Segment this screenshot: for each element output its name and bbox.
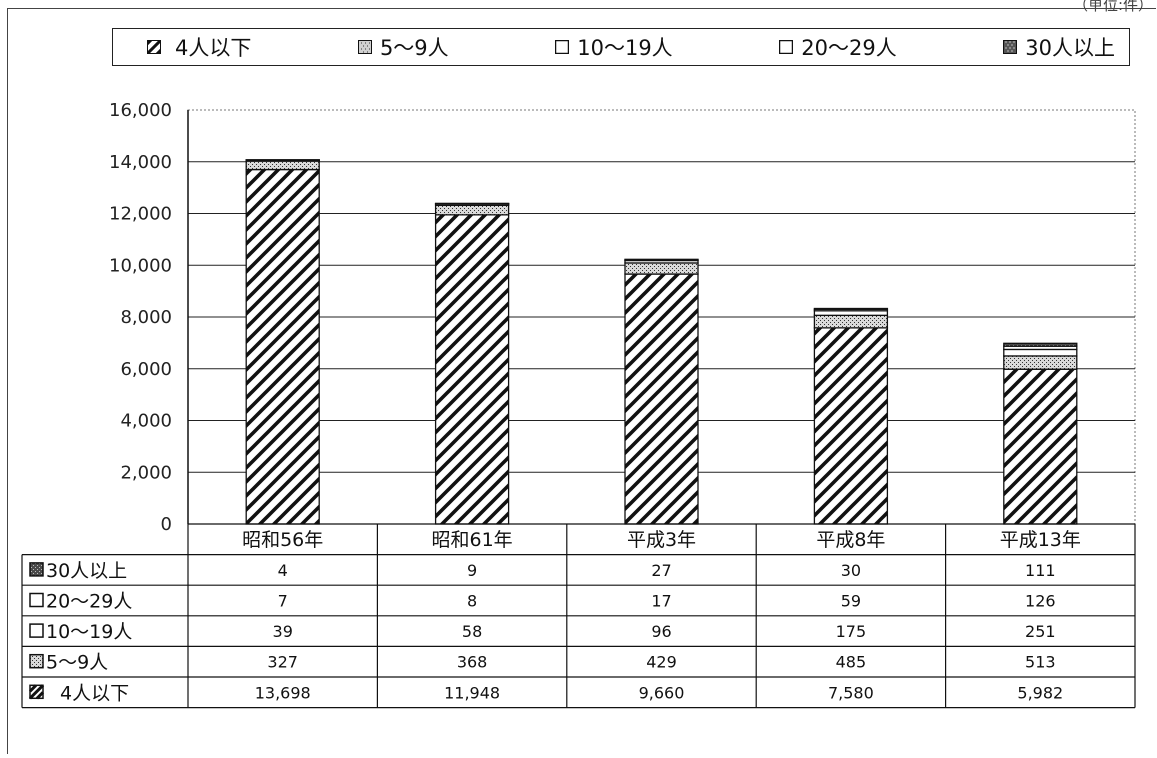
table-cell-value: 59 — [841, 592, 861, 611]
bar-segment — [434, 204, 510, 216]
legend-item-5-9: 5～9人 — [357, 32, 449, 62]
series-swatch-icon — [29, 562, 44, 577]
bar-segment — [245, 159, 320, 161]
table-cell-value: 111 — [1025, 561, 1056, 580]
y-axis-ticks: 0 2,000 4,000 6,000 8,000 10,000 12,000 14,000 1… — [109, 100, 172, 535]
y-tick-label: 2,000 — [120, 462, 172, 483]
table-row-label: 4人以下 — [60, 682, 129, 704]
table-cell-value: 7,580 — [828, 683, 874, 702]
y-tick-label: 6,000 — [120, 359, 172, 380]
y-tick-label: 16,000 — [109, 100, 172, 121]
bar-segment — [1003, 355, 1078, 370]
series-swatch-icon — [29, 592, 44, 608]
table-cell-value: 58 — [462, 622, 482, 641]
table-row-label: 20～29人 — [46, 591, 132, 613]
bar-segment — [1003, 368, 1078, 525]
table-row-label: 30人以上 — [46, 560, 127, 582]
table-cell-value: 30 — [841, 561, 861, 580]
x-category-label: 昭和56年 — [242, 529, 323, 551]
legend-label: 5～9人 — [379, 36, 449, 60]
legend-item-4-or-less: 4人以下 — [147, 32, 251, 62]
table-cell-value: 39 — [273, 622, 293, 641]
table-cell-value: 327 — [267, 653, 298, 672]
table-cell-value: 4 — [278, 561, 288, 580]
hatch-swatch-icon — [147, 40, 161, 54]
bar-segment — [813, 307, 889, 310]
unit-note: （単位:件） — [1072, 0, 1153, 14]
y-tick-label: 0 — [161, 514, 172, 535]
table-cell-value: 7 — [278, 592, 288, 611]
table-row-label: 10～19人 — [46, 621, 132, 643]
bar-segment — [1003, 342, 1078, 347]
bar-segment — [434, 214, 510, 525]
table-cell-value: 17 — [651, 592, 671, 611]
legend-item-30-plus: 30人以上 — [1003, 32, 1115, 62]
table-cell-value: 368 — [457, 653, 488, 672]
table-cell-value: 485 — [836, 653, 867, 672]
x-category-label: 平成3年 — [627, 529, 696, 551]
table-cell-value: 9,660 — [639, 683, 685, 702]
bar-segment — [624, 262, 699, 275]
y-tick-label: 12,000 — [109, 204, 172, 225]
bar-segment — [1003, 348, 1078, 357]
table-cell-value: 96 — [651, 622, 671, 641]
bar-segment — [624, 273, 699, 525]
legend-label: 20～29人 — [801, 36, 897, 60]
bar-segment — [813, 327, 889, 525]
table-cell-value: 175 — [836, 622, 867, 641]
bar-segment — [434, 202, 510, 205]
white-swatch-icon — [779, 40, 794, 54]
bar-segment — [624, 258, 699, 261]
table-cell-value: 13,698 — [255, 683, 311, 702]
table-cell-value: 5,982 — [1017, 683, 1063, 702]
table-cell-value: 9 — [467, 561, 477, 580]
x-category-label: 昭和61年 — [432, 529, 513, 551]
dotted-swatch-icon — [357, 40, 372, 54]
bars — [245, 159, 1078, 525]
legend-label: 10～19人 — [577, 36, 673, 60]
white-swatch-icon — [555, 40, 570, 54]
y-tick-label: 14,000 — [109, 152, 172, 173]
bar-segment — [245, 160, 320, 171]
bar-segment — [813, 314, 889, 329]
data-table: 昭和56年 昭和61年 平成3年 平成8年 平成13年 30人以上 4 9 27 30 111 20～… — [21, 523, 1136, 709]
series-swatch-icon — [29, 623, 44, 638]
table-cell-value: 513 — [1025, 653, 1056, 672]
table-row-label: 5～9人 — [46, 652, 108, 674]
x-category-label: 平成13年 — [1000, 529, 1081, 551]
table-cell-value: 8 — [467, 592, 477, 611]
legend-label: 4人以下 — [175, 36, 252, 60]
table-cell-value: 251 — [1025, 622, 1056, 641]
bar-segment — [813, 310, 889, 316]
table-cell-value: 126 — [1025, 592, 1056, 611]
y-tick-label: 8,000 — [120, 307, 172, 328]
chart-frame — [7, 8, 1156, 754]
legend-item-20-29: 20～29人 — [779, 32, 897, 62]
x-category-label: 平成8年 — [816, 529, 885, 551]
table-cell-value: 27 — [651, 561, 671, 580]
table-cell-value: 429 — [646, 653, 677, 672]
dark-dotted-swatch-icon — [1003, 40, 1018, 54]
legend-label: 30人以上 — [1025, 36, 1115, 60]
table-cell-value: 11,948 — [444, 683, 500, 702]
legend-item-10-19: 10～19人 — [555, 32, 673, 62]
series-swatch-icon — [28, 684, 45, 700]
series-swatch-icon — [29, 653, 44, 669]
y-tick-label: 4,000 — [120, 411, 172, 432]
y-tick-label: 10,000 — [109, 255, 172, 276]
bar-segment — [245, 168, 320, 525]
legend: 4人以下 5～9人 10～19人 20～29人 30人以上 — [112, 28, 1130, 66]
